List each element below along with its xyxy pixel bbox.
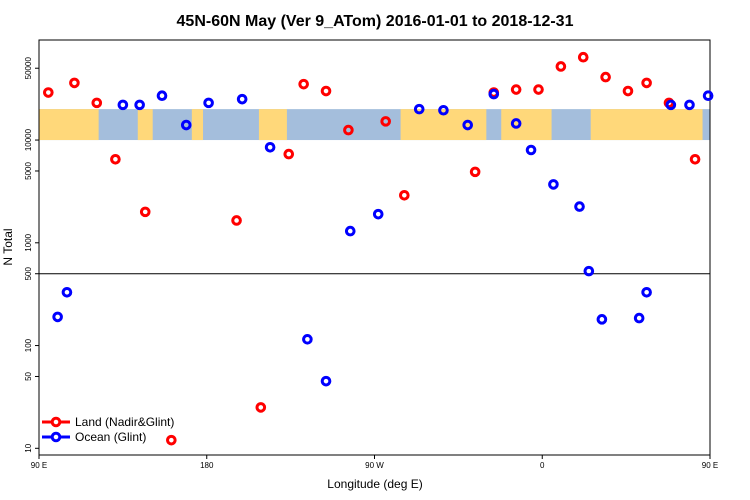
data-point [577,51,589,63]
legend-label: Ocean (Glint) [75,430,146,444]
y-axis-label: N Total [1,228,15,265]
data-point [438,104,449,116]
data-point [633,312,645,324]
legend-marker [50,416,62,428]
data-point [43,87,54,98]
data-point [555,61,567,72]
y-axis: 10 50 100 500 1000 5000 10000 50000 [24,57,39,453]
y-tick-label: 1000 [24,233,33,251]
data-point [702,90,714,102]
series-land [43,51,701,446]
y-tick-label: 50 [24,371,33,380]
legend-item: Land (Nadir&Glint) [42,415,174,429]
data-point [380,116,391,127]
data-points [43,51,714,446]
data-point [166,434,177,446]
data-point [622,85,634,97]
map-strip [39,109,710,141]
data-point [574,201,585,212]
legend: Land (Nadir&Glint)Ocean (Glint) [42,415,174,444]
data-point [488,88,500,100]
x-tick-label: 90 W [365,461,384,470]
data-point [298,78,309,90]
data-point [548,179,559,190]
data-point [320,375,332,387]
data-point [69,77,80,89]
map-strip-land [258,109,287,141]
data-point [134,99,145,111]
data-point [533,84,544,95]
y-tick-label: 100 [24,338,33,352]
data-point [255,402,267,413]
data-point [139,206,151,218]
data-point [156,90,168,102]
map-strip-land [39,109,99,141]
data-point [641,286,652,298]
x-tick-label: 0 [540,461,545,470]
legend-label: Land (Nadir&Glint) [75,415,174,429]
data-point [264,142,276,153]
data-point [583,265,595,277]
data-point [641,77,652,89]
data-point [203,97,214,109]
x-axis-label: Longitude (deg E) [327,477,422,491]
data-point [525,144,537,156]
data-point [110,153,121,165]
map-strip-land [191,109,204,141]
x-tick-label: 90 E [702,461,718,470]
data-point [302,334,313,345]
map-strip-land [501,109,552,141]
data-point [231,215,242,226]
x-tick-label: 90 E [31,461,47,470]
y-tick-label: 500 [24,267,33,281]
data-point [665,99,677,111]
data-point [180,119,192,131]
x-tick-label: 180 [200,461,214,470]
chart-title: 45N-60N May (Ver 9_ATom) 2016-01-01 to 2… [177,13,574,30]
data-point [600,71,611,83]
data-point [320,85,332,97]
data-point [344,225,356,237]
data-point [462,119,473,131]
legend-item: Ocean (Glint) [42,430,146,444]
data-point [117,99,129,111]
data-point [510,118,522,129]
x-axis: 90 E 180 90 W 0 90 E [31,455,718,470]
data-point [91,97,103,109]
data-point [283,148,295,160]
y-tick-label: 10000 [24,128,33,151]
y-tick-label: 10 [24,443,33,452]
data-point [469,166,481,178]
data-point [52,311,63,323]
data-point [343,124,354,136]
data-point [413,103,425,115]
data-point [399,189,410,201]
legend-marker [50,431,62,443]
data-point [689,153,701,165]
data-point [372,208,384,220]
map-strip-land [137,109,153,141]
data-point [596,314,608,325]
data-point [510,84,522,95]
data-point [684,99,695,111]
y-tick-label: 5000 [24,162,33,180]
map-strip-land [590,109,703,141]
data-point [236,93,248,105]
y-tick-label: 50000 [24,57,33,80]
data-point [61,286,73,298]
series-ocean [52,88,714,387]
